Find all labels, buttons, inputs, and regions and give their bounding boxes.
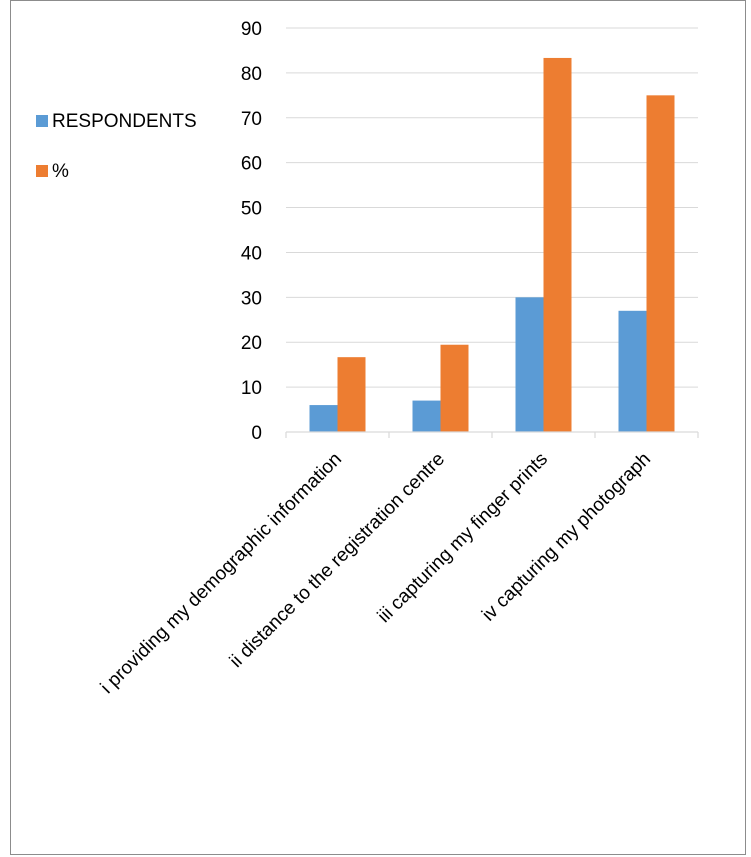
bar-respondents (618, 310, 647, 432)
legend-label: RESPONDENTS (52, 111, 197, 132)
x-category-label: iv capturing my photograph (478, 449, 655, 626)
y-tick-label: 40 (241, 243, 262, 264)
y-tick-label: 50 (241, 199, 262, 220)
y-tick-label: 60 (241, 154, 262, 175)
y-axis-ticks: 0 10 20 30 40 50 60 70 80 90 (241, 19, 262, 444)
y-tick-label: 20 (241, 333, 262, 354)
y-tick-label: 10 (241, 378, 262, 399)
y-tick-label: 90 (241, 19, 262, 40)
bar-percent (646, 95, 675, 432)
y-tick-label: 70 (241, 109, 262, 130)
bars (309, 57, 675, 432)
bar-percent (440, 344, 469, 432)
legend-swatch (36, 115, 48, 127)
bar-percent (543, 57, 572, 432)
y-tick-label: 0 (251, 423, 262, 444)
x-category-label: iii capturing my finger prints (374, 449, 552, 627)
y-tick-label: 30 (241, 288, 262, 309)
bar-respondents (309, 405, 338, 432)
y-tick-label: 80 (241, 64, 262, 85)
bar-respondents (412, 400, 441, 432)
legend-swatch (36, 165, 48, 177)
x-category-label: ii distance to the registration centre (226, 449, 449, 672)
x-axis-category-labels: i providing my demographic informationii… (97, 449, 655, 698)
x-axis (285, 431, 699, 438)
bar-respondents (515, 297, 544, 432)
legend-label: % (52, 161, 69, 182)
legend: RESPONDENTS% (36, 111, 197, 182)
bar-percent (337, 357, 366, 432)
